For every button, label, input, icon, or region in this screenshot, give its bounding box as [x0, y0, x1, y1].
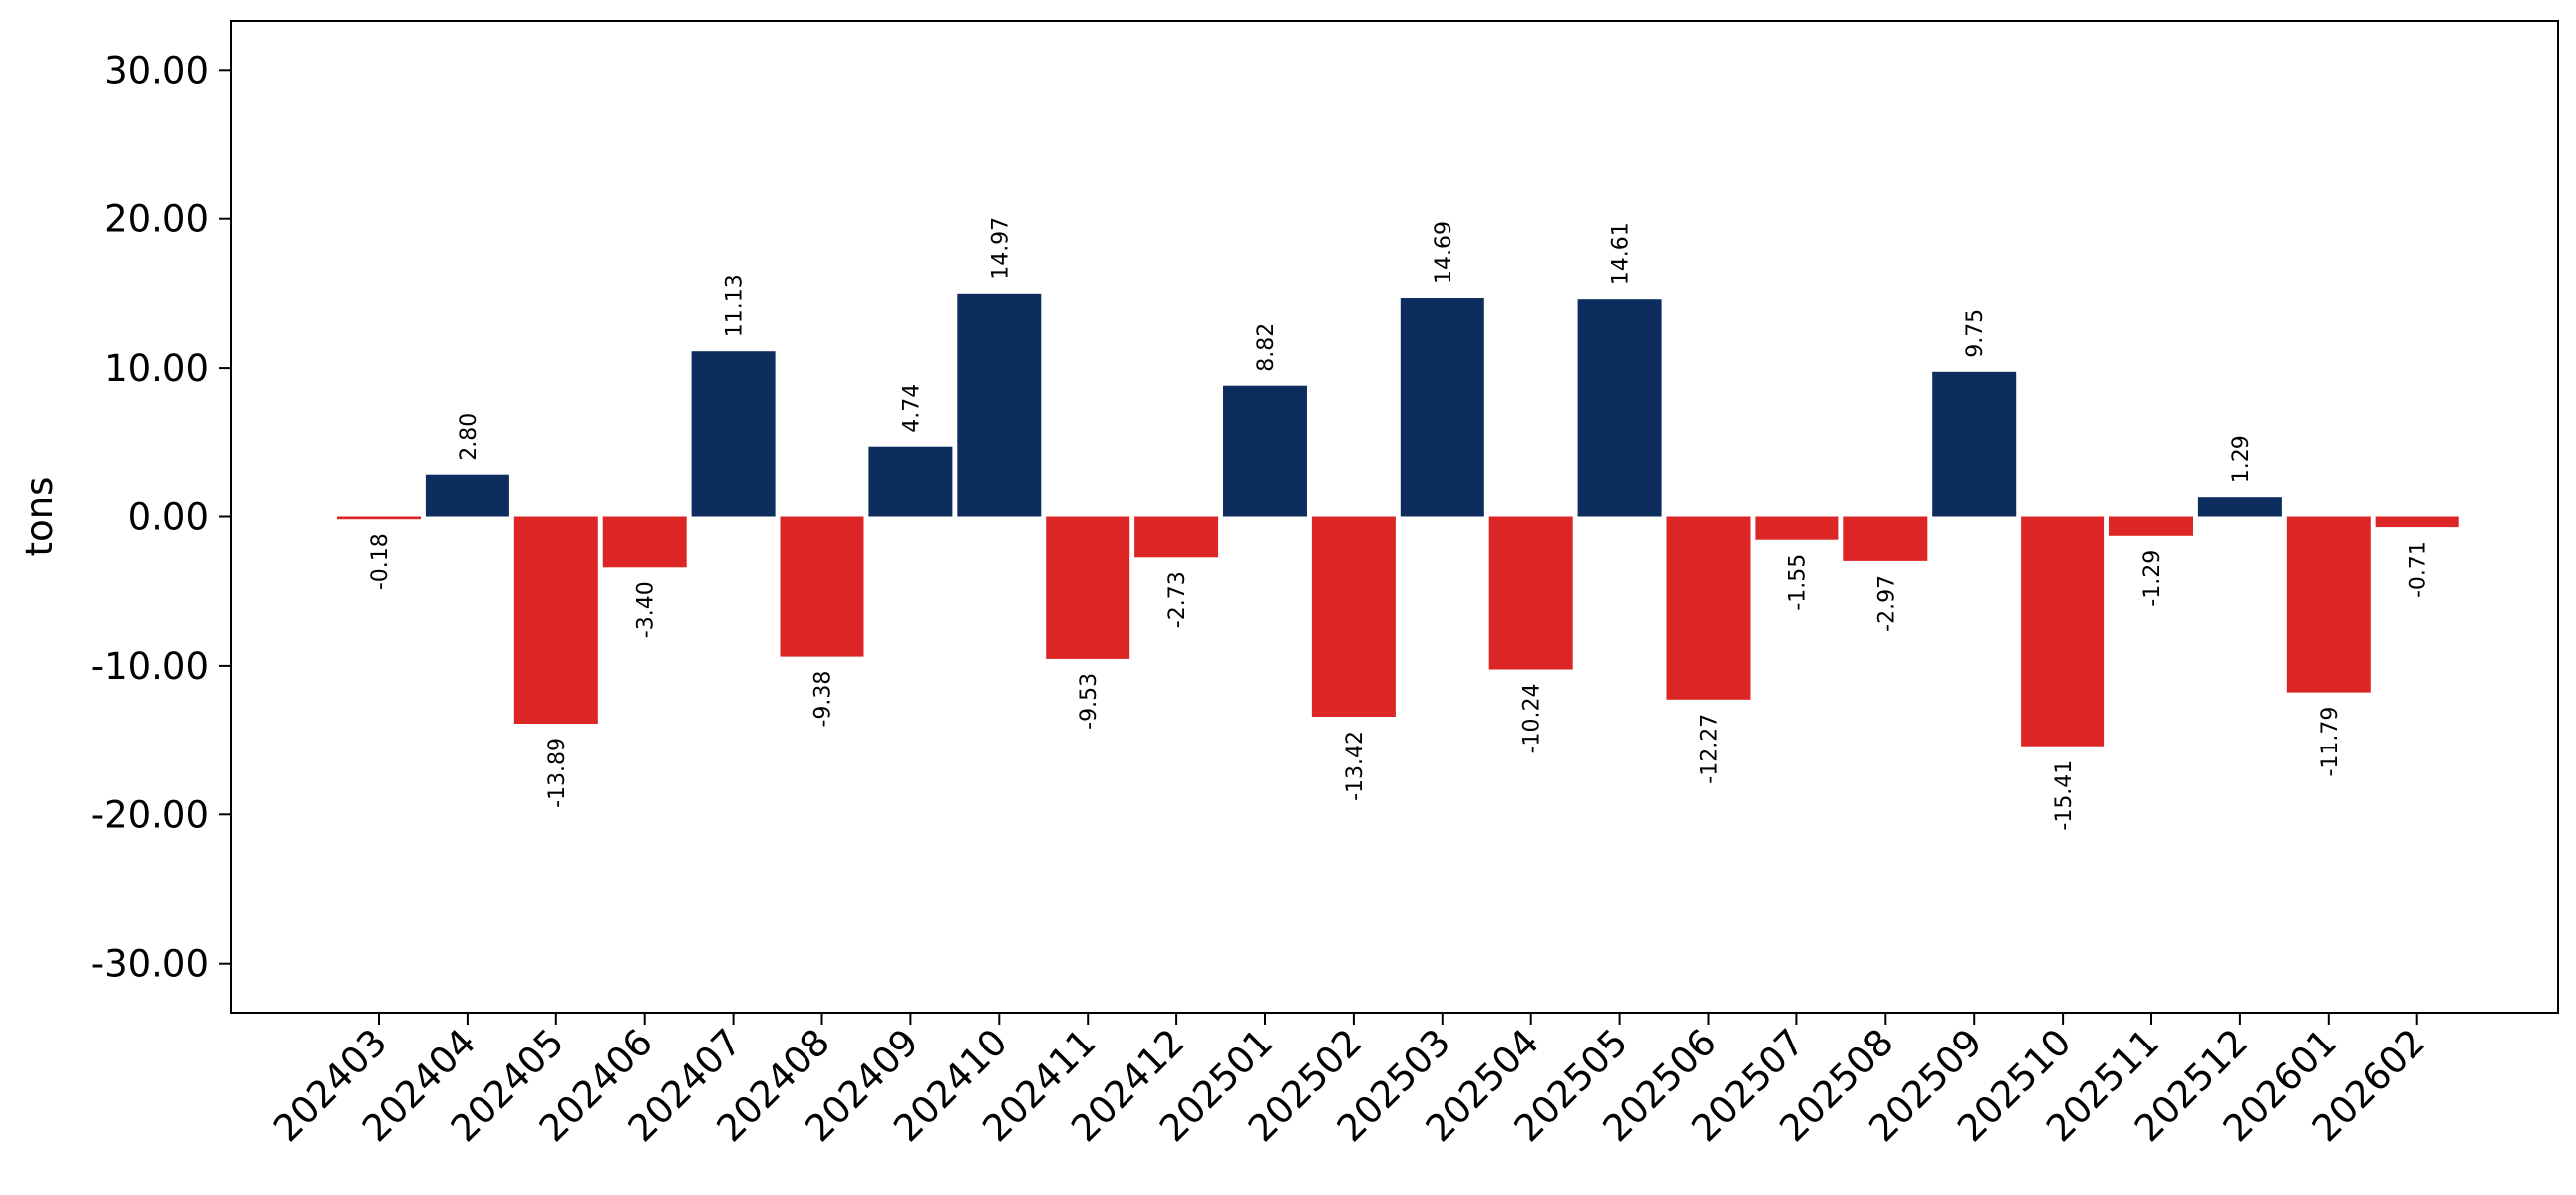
- value-label-202506: -12.27: [1698, 714, 1723, 784]
- bars-group: [337, 293, 2459, 747]
- bar-202507: [1755, 516, 1839, 540]
- value-label-202404: 2.80: [457, 413, 482, 461]
- y-tick-label-0: -30.00: [91, 943, 209, 986]
- value-label-202409: 4.74: [899, 384, 924, 433]
- bar-202406: [602, 516, 687, 568]
- bar-202408: [780, 516, 864, 657]
- y-axis-label: tons: [18, 477, 61, 557]
- bar-202512: [2197, 497, 2282, 517]
- value-label-202410: 14.97: [988, 217, 1013, 280]
- value-label-202507: -1.55: [1785, 554, 1810, 611]
- value-label-202505: 14.61: [1609, 222, 1634, 285]
- bar-202505: [1577, 299, 1662, 517]
- value-label-202408: -9.38: [811, 671, 836, 728]
- y-axis: -30.00 -20.00 -10.00 0.00 10.00 20.00 30.00: [91, 49, 231, 986]
- bar-202407: [691, 351, 776, 517]
- value-label-202602: -0.71: [2407, 541, 2431, 598]
- bar-202503: [1400, 298, 1484, 517]
- y-tick-label-1: -20.00: [91, 793, 209, 836]
- y-tick-label-6: 30.00: [104, 49, 209, 92]
- value-label-202510: -15.41: [2052, 760, 2077, 831]
- bar-202501: [1223, 385, 1307, 517]
- bar-202508: [1843, 516, 1928, 561]
- value-label-202406: -3.40: [634, 581, 659, 638]
- value-label-202504: -10.24: [1520, 684, 1545, 754]
- y-tick-label-2: -10.00: [91, 645, 209, 688]
- plot-frame: [230, 20, 2559, 1014]
- bar-202509: [1932, 371, 2017, 517]
- x-axis: 2024032024042024052024062024072024082024…: [265, 1013, 2433, 1150]
- value-label-202407: 11.13: [723, 274, 748, 337]
- value-label-202511: -1.29: [2140, 550, 2165, 607]
- value-label-202403: -0.18: [368, 533, 393, 590]
- value-label-202502: -13.42: [1343, 731, 1368, 801]
- bar-202504: [1488, 516, 1573, 670]
- bar-202511: [2109, 516, 2193, 536]
- value-label-202509: 9.75: [1963, 309, 1988, 358]
- bar-202410: [957, 293, 1042, 517]
- value-label-202412: -2.73: [1165, 571, 1190, 628]
- bar-202412: [1134, 516, 1219, 558]
- bar-202502: [1311, 516, 1396, 717]
- bar-202601: [2286, 516, 2371, 693]
- y-tick-label-5: 20.00: [104, 198, 209, 241]
- value-label-202512: 1.29: [2229, 435, 2254, 483]
- bar-202510: [2021, 516, 2105, 747]
- value-labels-group: -0.18 2.80 -13.89 -3.40 11.13 -9.38 4.74 14.97 -…: [368, 217, 2431, 831]
- value-label-202508: -2.97: [1874, 575, 1899, 632]
- bar-202405: [513, 516, 598, 724]
- bar-202506: [1666, 516, 1751, 700]
- value-label-202503: 14.69: [1432, 221, 1456, 284]
- bar-202409: [868, 446, 953, 517]
- y-tick-label-3: 0.00: [128, 496, 209, 539]
- value-label-202601: -11.79: [2318, 707, 2343, 777]
- y-tick-label-4: 10.00: [104, 347, 209, 390]
- value-label-202501: 8.82: [1254, 323, 1279, 372]
- value-label-202411: -9.53: [1077, 673, 1102, 730]
- bar-202404: [425, 474, 509, 517]
- bar-202411: [1046, 516, 1130, 659]
- bar-202602: [2375, 516, 2459, 528]
- value-label-202405: -13.89: [545, 738, 570, 808]
- bar-202403: [337, 516, 421, 520]
